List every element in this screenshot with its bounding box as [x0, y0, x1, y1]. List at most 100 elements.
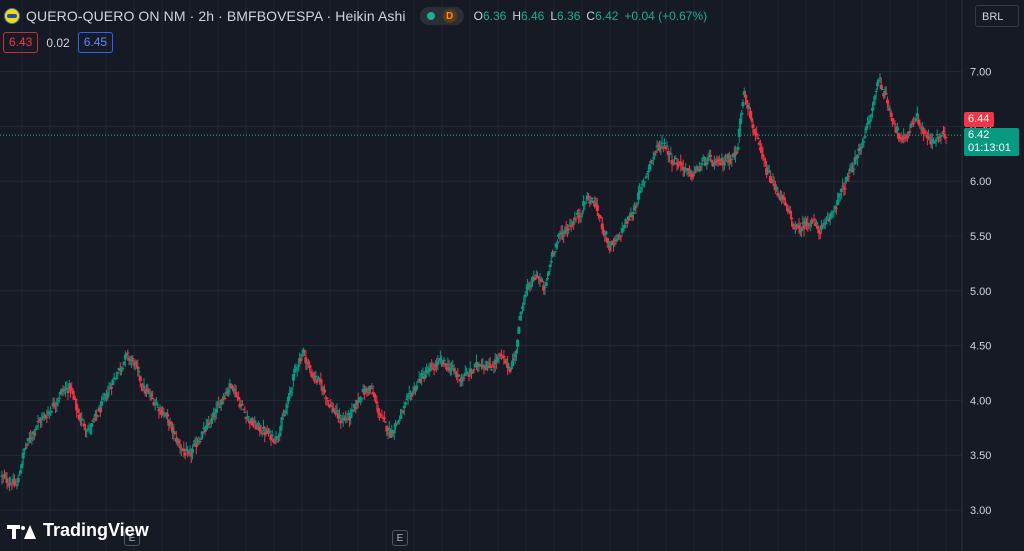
candle-body	[524, 291, 528, 293]
candle-body	[748, 110, 752, 118]
candle-body	[386, 432, 390, 434]
tradingview-logo[interactable]: TradingView	[7, 520, 149, 541]
candle-body	[32, 433, 36, 435]
candle-body	[905, 135, 909, 137]
candle-body	[234, 391, 238, 397]
candle-body	[670, 160, 674, 165]
candle-body	[83, 428, 87, 431]
close-label: C	[586, 9, 596, 23]
candle-body	[267, 432, 271, 434]
candle-body	[240, 404, 244, 406]
candle-body	[720, 157, 724, 162]
candle-body	[868, 119, 872, 122]
earnings-event-marker[interactable]: E	[392, 530, 408, 546]
candle-body	[843, 188, 847, 190]
candle-body	[927, 136, 931, 138]
candle-body	[924, 134, 928, 136]
candle-body	[775, 186, 779, 190]
candle-body	[631, 211, 635, 214]
candle-body	[859, 147, 863, 149]
candle-body	[448, 367, 452, 371]
bid-ask-quote: 6.43 0.02 6.45	[3, 32, 114, 53]
candle-body	[36, 421, 40, 423]
candle-body	[111, 379, 115, 385]
candle-body	[933, 142, 937, 144]
candle-body	[625, 221, 629, 224]
candle-body	[766, 172, 770, 174]
candle-body	[101, 398, 105, 400]
candle-body	[767, 171, 771, 173]
candle-body	[9, 483, 13, 485]
candle-body	[436, 361, 440, 365]
ask-price-button[interactable]: 6.45	[77, 32, 114, 53]
market-status-pill[interactable]: D	[419, 7, 464, 25]
candle-body	[219, 399, 223, 405]
candle-body	[527, 283, 531, 287]
candle-body	[737, 128, 741, 137]
candle-body	[213, 416, 217, 418]
candle-body	[379, 416, 383, 418]
candle-body	[176, 439, 180, 442]
candle-body	[619, 235, 623, 237]
candle-body	[112, 377, 116, 379]
candle-body	[81, 419, 85, 421]
candle-body	[943, 133, 947, 138]
candle-body	[879, 84, 883, 90]
delayed-data-badge[interactable]: D	[442, 9, 457, 23]
candle-body	[369, 386, 373, 388]
candle-body	[359, 399, 363, 401]
candle-body	[193, 441, 197, 443]
candle-body	[522, 302, 526, 305]
bid-price-button[interactable]: 6.43	[3, 32, 39, 53]
candle-body	[635, 204, 639, 206]
candle-body	[598, 215, 602, 218]
candle-body	[280, 416, 284, 420]
candle-body	[123, 354, 127, 360]
candle-body	[300, 354, 304, 357]
candle-body	[611, 242, 615, 245]
candle-body	[621, 229, 625, 231]
symbol-title[interactable]: QUERO-QUERO ON NM · 2h · BMFBOVESPA · He…	[26, 8, 406, 24]
candle-body	[553, 251, 557, 253]
candle-body	[85, 430, 89, 432]
candle-body	[878, 77, 882, 79]
candle-body	[942, 130, 946, 132]
candle-body	[110, 387, 114, 389]
candle-body	[88, 430, 92, 432]
candle-body	[668, 154, 672, 156]
candle-body	[244, 417, 248, 419]
candle-body	[285, 405, 289, 408]
candle-body	[816, 225, 820, 230]
candle-body	[147, 392, 151, 394]
candle-body	[583, 202, 587, 204]
candle-body	[279, 425, 283, 431]
candle-body	[616, 235, 620, 237]
candle-body	[711, 162, 715, 167]
candle-body	[563, 229, 567, 234]
candle-body	[873, 95, 877, 100]
price-tick-label: 3.00	[970, 505, 991, 517]
candle-body	[72, 396, 76, 399]
candle-body	[10, 485, 14, 487]
candle-body	[87, 428, 91, 430]
candle-body	[313, 377, 317, 379]
candle-body	[188, 450, 192, 452]
candle-body	[208, 426, 212, 428]
candle-body	[782, 197, 786, 201]
currency-button[interactable]: BRL	[975, 5, 1019, 27]
candle-body	[492, 366, 496, 368]
candle-body	[179, 449, 183, 451]
candle-body	[173, 432, 177, 434]
candle-body	[406, 395, 410, 398]
candle-body	[935, 134, 939, 136]
price-axis[interactable]: 3.003.504.004.505.005.506.006.507.00	[961, 0, 991, 551]
candle-body	[646, 170, 650, 173]
candle-body	[751, 124, 755, 129]
candle-body	[692, 171, 696, 174]
earnings-event-marker[interactable]: E	[124, 530, 140, 546]
candle-body	[278, 433, 282, 437]
candle-body	[0, 475, 4, 477]
candle-body	[756, 137, 760, 140]
candle-body	[395, 423, 399, 425]
